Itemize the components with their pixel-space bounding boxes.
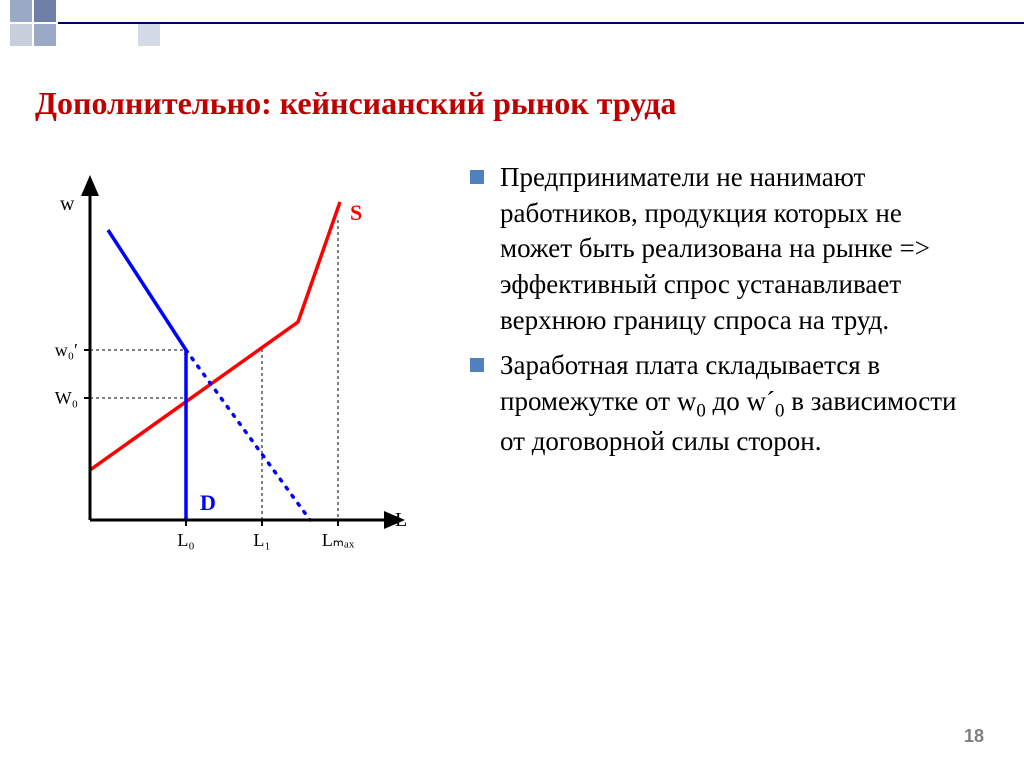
svg-text:D: D xyxy=(200,490,216,515)
svg-text:L: L xyxy=(395,509,407,531)
bullet-2-text: Заработная плата складывается в промежут… xyxy=(500,348,970,460)
labor-market-chart: S Dw L L₀ L₁ Lₘₐₓ W₀ w₀′ xyxy=(0,150,420,570)
page-number: 18 xyxy=(964,726,984,747)
slide-title: Дополнительно: кейнсианский рынок труда xyxy=(35,85,676,122)
bullet-icon xyxy=(470,358,484,372)
svg-text:w₀′: w₀′ xyxy=(55,340,78,360)
bullet-icon xyxy=(470,170,484,184)
bullet-1: Предприниматели не нанимают работников, … xyxy=(470,160,970,338)
bullet-2: Заработная плата складывается в промежут… xyxy=(470,348,970,460)
svg-text:W₀: W₀ xyxy=(55,388,78,408)
main-content: S Dw L L₀ L₁ Lₘₐₓ W₀ w₀′ Предприниматели не нан… xyxy=(0,150,1024,710)
svg-text:S: S xyxy=(350,200,362,225)
svg-text:Lₘₐₓ: Lₘₐₓ xyxy=(322,530,355,550)
chart-column: S Dw L L₀ L₁ Lₘₐₓ W₀ w₀′ xyxy=(0,150,470,710)
text-column: Предприниматели не нанимают работников, … xyxy=(470,150,1010,710)
svg-text:L₀: L₀ xyxy=(177,530,194,550)
svg-text:w: w xyxy=(60,193,75,215)
header-decoration xyxy=(0,0,1024,50)
svg-text:L₁: L₁ xyxy=(253,530,270,550)
bullet-1-text: Предприниматели не нанимают работников, … xyxy=(500,160,970,338)
